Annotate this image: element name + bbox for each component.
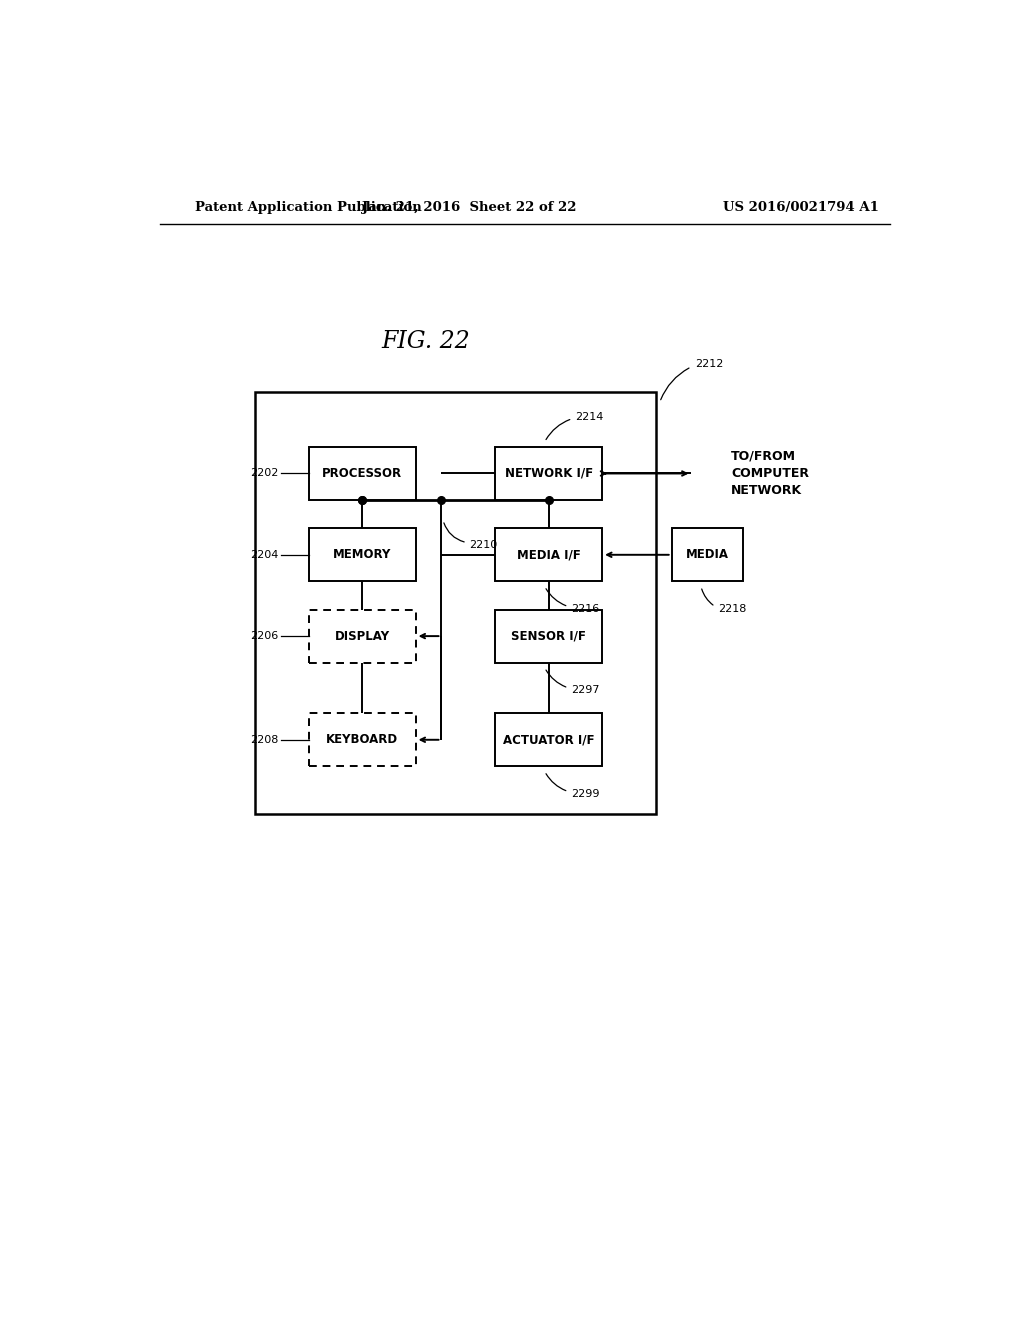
Text: Jan. 21, 2016  Sheet 22 of 22: Jan. 21, 2016 Sheet 22 of 22: [362, 201, 577, 214]
Text: MEDIA: MEDIA: [686, 548, 729, 561]
Text: 2212: 2212: [695, 359, 724, 368]
Text: SENSOR I/F: SENSOR I/F: [511, 630, 586, 643]
Bar: [495, 528, 602, 581]
Text: NETWORK I/F: NETWORK I/F: [505, 467, 593, 480]
Text: 2216: 2216: [570, 603, 599, 614]
Bar: [255, 392, 655, 814]
Text: TO/FROM
COMPUTER
NETWORK: TO/FROM COMPUTER NETWORK: [731, 450, 809, 498]
Text: 2204: 2204: [250, 550, 279, 560]
Text: KEYBOARD: KEYBOARD: [326, 734, 398, 746]
Text: MEMORY: MEMORY: [333, 548, 391, 561]
Bar: [308, 610, 416, 663]
Bar: [308, 528, 416, 581]
Text: MEDIA I/F: MEDIA I/F: [517, 548, 581, 561]
Text: 2210: 2210: [469, 540, 498, 549]
Bar: [495, 713, 602, 766]
Text: ACTUATOR I/F: ACTUATOR I/F: [503, 734, 594, 746]
Text: PROCESSOR: PROCESSOR: [323, 467, 402, 480]
Bar: [308, 713, 416, 766]
Text: 2214: 2214: [574, 412, 603, 421]
Text: 2202: 2202: [250, 469, 279, 478]
Text: 2208: 2208: [250, 735, 279, 744]
Text: Patent Application Publication: Patent Application Publication: [196, 201, 422, 214]
Text: US 2016/0021794 A1: US 2016/0021794 A1: [723, 201, 879, 214]
Text: 2218: 2218: [718, 603, 746, 614]
Text: 2206: 2206: [250, 631, 279, 642]
Text: FIG. 22: FIG. 22: [381, 330, 470, 352]
Bar: [308, 447, 416, 500]
Bar: [495, 610, 602, 663]
Bar: [672, 528, 743, 581]
Text: 2297: 2297: [570, 685, 599, 694]
Text: 2299: 2299: [570, 788, 599, 799]
Bar: [495, 447, 602, 500]
Text: DISPLAY: DISPLAY: [335, 630, 390, 643]
